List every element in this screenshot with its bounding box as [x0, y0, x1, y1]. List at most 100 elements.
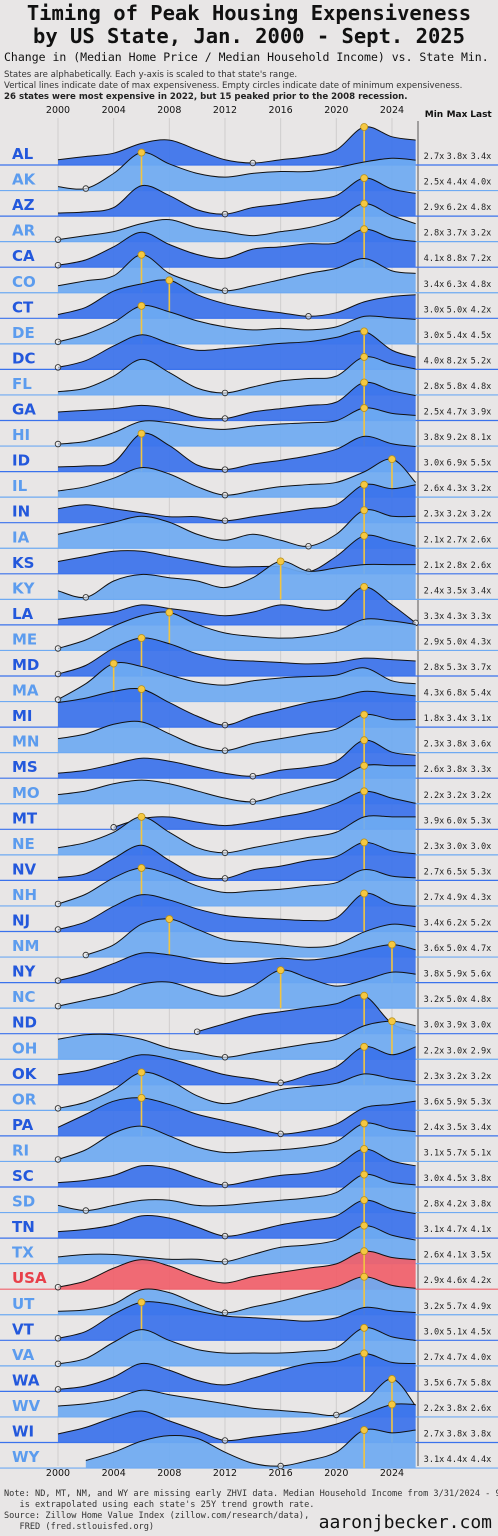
min-marker — [193, 1028, 201, 1035]
peak-marker — [137, 148, 146, 157]
stat-value: 2.4x — [424, 1123, 445, 1133]
stat-value: 6.5x — [447, 867, 468, 877]
row-label: OR — [12, 1090, 37, 1108]
area — [58, 815, 416, 855]
area — [58, 509, 416, 549]
ridge: IA 2.1x 2.7x 2.6x — [0, 506, 498, 550]
row-label: NH — [12, 886, 37, 904]
peak-marker — [360, 1221, 369, 1230]
row-label: OH — [12, 1039, 37, 1057]
area — [58, 688, 416, 728]
min-marker — [221, 875, 229, 882]
row-label: NY — [12, 963, 37, 981]
stat-value: 3.1x — [424, 1225, 445, 1235]
column-header: Min — [425, 110, 443, 120]
line — [57, 1020, 416, 1058]
stats-bg — [419, 1092, 498, 1110]
stat-value: 6.8x — [447, 689, 468, 699]
area — [58, 484, 416, 523]
ridge: MN 2.3x 3.8x 3.6x — [0, 710, 498, 754]
stat-value: 5.4x — [471, 689, 492, 699]
row-label: TX — [12, 1244, 34, 1262]
stat-value: 3.9x — [447, 1021, 468, 1031]
min-marker — [54, 1283, 62, 1291]
stat-value: 3.4x — [424, 919, 445, 929]
ridge: NY 3.8x 5.9x 5.6x — [0, 940, 498, 984]
stat-value: 3.5x — [447, 1123, 468, 1133]
stat-value: 3.9x — [424, 816, 445, 826]
stat-value: 3.4x — [447, 714, 468, 724]
stat-value: 2.7x — [424, 1353, 445, 1363]
row-label: USA — [12, 1269, 47, 1287]
ridge: SD 2.8x 4.2x 3.8x — [0, 1170, 498, 1214]
stat-value: 2.7x — [424, 867, 445, 877]
area — [58, 969, 416, 1009]
stat-value: 3.2x — [471, 229, 492, 239]
peak-marker — [388, 1017, 396, 1026]
stats-bg — [419, 1296, 498, 1314]
stats-bg — [419, 709, 498, 727]
stat-value: 2.2x — [424, 1046, 445, 1056]
stat-value: 4.3x — [471, 893, 492, 903]
x-tick-label: 2020 — [324, 105, 348, 116]
ridge: TN 3.1x 4.7x 4.1x — [0, 1196, 498, 1240]
area — [58, 433, 416, 472]
stats-bg — [419, 325, 498, 343]
row-label: MA — [12, 682, 39, 700]
stat-value: 2.6x — [471, 561, 492, 571]
area — [58, 1199, 416, 1239]
row-label: MD — [12, 656, 39, 674]
stat-value: 5.3x — [447, 663, 468, 673]
row-label: TN — [12, 1218, 35, 1236]
x-tick-label: 2020 — [324, 1468, 348, 1479]
stats-bg — [419, 504, 498, 522]
peak-marker — [360, 787, 369, 796]
peak-marker — [360, 889, 369, 898]
min-marker — [82, 185, 90, 192]
peak-marker — [360, 1042, 369, 1051]
peak-marker — [360, 1426, 369, 1434]
area — [58, 740, 416, 779]
stat-value: 4.5x — [447, 1174, 468, 1184]
peak-marker — [360, 123, 369, 131]
stats-bg — [419, 1041, 498, 1059]
peak-marker — [360, 531, 369, 540]
stats-bg — [419, 249, 498, 267]
min-marker — [82, 951, 90, 959]
stat-value: 5.3x — [471, 816, 492, 826]
peak-marker — [388, 1400, 396, 1409]
min-marker — [221, 1309, 229, 1316]
peak-marker — [137, 812, 146, 821]
stats-bg — [419, 223, 498, 241]
ridge: KY 2.4x 3.5x 3.4x — [0, 557, 498, 601]
stats-bg — [419, 555, 498, 573]
peak-marker — [360, 736, 369, 745]
stat-value: 3.5x — [447, 586, 468, 596]
stat-value: 6.9x — [447, 459, 468, 469]
stat-value: 3.4x — [471, 152, 492, 162]
stat-value: 4.8x — [471, 280, 492, 290]
peak-marker — [360, 378, 369, 387]
area — [58, 152, 416, 191]
peak-marker — [360, 327, 369, 336]
row-label: MO — [12, 784, 40, 802]
min-marker — [221, 747, 229, 754]
stat-value: 5.3x — [471, 1097, 492, 1107]
stat-value: 3.2x — [471, 510, 492, 520]
stats-bg — [419, 964, 498, 982]
stat-value: 3.8x — [447, 740, 468, 750]
stat-value: 3.5x — [471, 1251, 492, 1261]
stat-value: 4.9x — [471, 1302, 492, 1312]
row-label: AL — [12, 145, 34, 163]
row-label: NV — [12, 860, 37, 878]
min-marker — [110, 824, 117, 831]
min-marker — [333, 1411, 340, 1419]
area — [58, 305, 416, 344]
stat-value: 3.2x — [447, 510, 468, 520]
stats-bg — [419, 1424, 498, 1442]
stat-value: 5.3x — [471, 867, 492, 877]
stat-value: 5.7x — [447, 1148, 468, 1158]
stat-value: 5.1x — [447, 1327, 468, 1337]
note: 26 states were most expensive in 2022, b… — [4, 92, 408, 102]
